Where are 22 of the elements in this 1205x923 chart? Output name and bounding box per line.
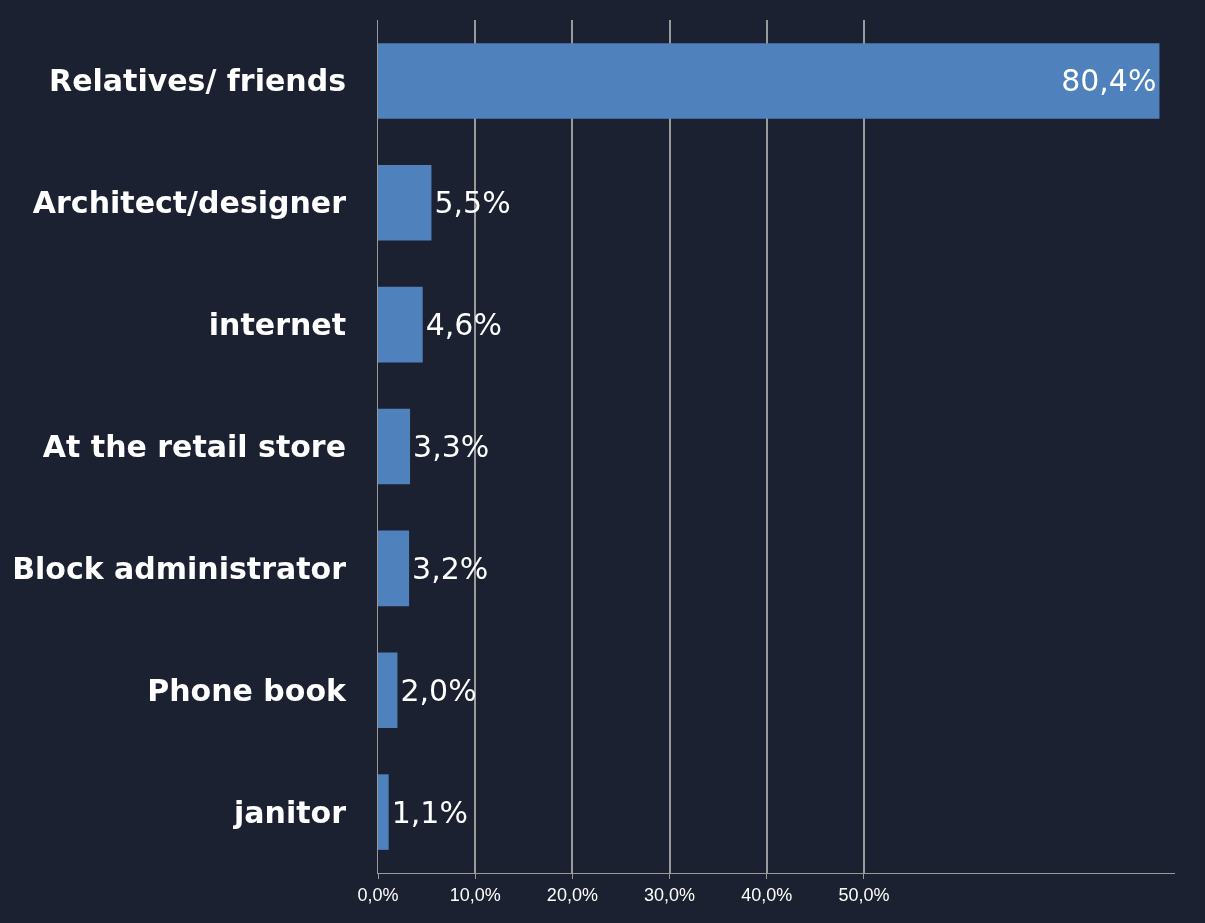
bar [378,286,423,363]
y-tick-label: At the retail store [42,429,346,464]
data-label: 1,1% [391,794,468,830]
bar [378,43,1160,119]
x-tick-label: 0,0% [357,884,399,905]
y-tick-label: Architect/designer [32,185,347,221]
data-label: 80,4% [1061,63,1157,99]
x-tick-label: 50,0% [838,884,890,905]
y-tick-label: internet [208,307,346,343]
x-tick-label: 30,0% [644,884,696,905]
bar [378,165,432,241]
bar [378,652,398,728]
x-tick-label: 20,0% [546,884,598,905]
y-tick-label: Block administrator [12,550,347,586]
bar [378,774,389,850]
x-tick-label: 10,0% [449,884,501,905]
bar [378,408,411,485]
y-tick-label: janitor [233,794,347,830]
y-tick-label: Relatives/ friends [49,63,346,99]
x-tick-label: 40,0% [741,884,793,905]
bar [378,530,410,607]
y-tick-label: Phone book [147,672,348,708]
